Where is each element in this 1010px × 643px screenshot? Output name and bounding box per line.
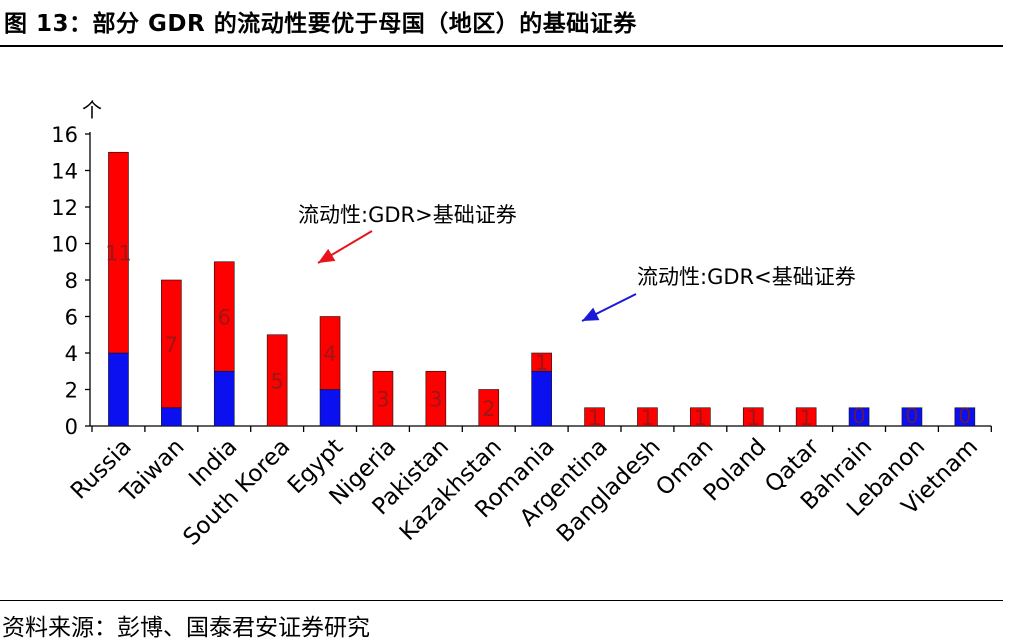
- source-note: 资料来源：彭博、国泰君安证券研究: [2, 615, 370, 641]
- bar-data-label: 1: [588, 406, 601, 430]
- bar-data-label: 1: [799, 406, 812, 430]
- bar-segment-red: [319, 316, 341, 390]
- y-tick-label: 12: [51, 196, 78, 220]
- bar-data-label: 1: [641, 406, 654, 430]
- y-tick-label: 6: [65, 306, 78, 330]
- y-tick-label: 4: [65, 342, 78, 366]
- bar-data-label: 4: [323, 342, 336, 366]
- bottom-divider: [0, 600, 1003, 601]
- bar-segment-blue: [108, 352, 129, 427]
- gdr-liquidity-chart: 0246810121416个11Russia7Taiwan6India5Sout…: [51, 98, 992, 551]
- bar-segment-blue: [213, 370, 235, 427]
- bar-segment-red: [425, 370, 447, 427]
- bar-data-label: 6: [218, 306, 231, 330]
- blue-arrow-head: [582, 307, 600, 321]
- bar-segment-red: [108, 151, 129, 354]
- y-tick-label: 14: [51, 160, 78, 184]
- bar-data-label: 1: [694, 406, 707, 430]
- bar-segment-red: [637, 407, 658, 427]
- bar-segment-red: [584, 407, 605, 427]
- bar-segment-blue: [848, 407, 870, 427]
- y-tick-label: 0: [65, 415, 78, 439]
- bar-data-label: 2: [482, 397, 495, 421]
- bar-segment-blue: [531, 370, 552, 427]
- bar-data-label: 7: [165, 333, 178, 357]
- bar-segment-red: [266, 334, 288, 427]
- bar-segment-blue: [319, 389, 341, 427]
- page-title: 图 13：部分 GDR 的流动性要优于母国（地区）的基础证券: [4, 11, 637, 37]
- y-axis-unit-label: 个: [82, 98, 102, 122]
- bar-segment-red: [213, 261, 235, 372]
- bar-data-label: 0: [958, 404, 971, 428]
- bar-segment-red: [742, 407, 764, 427]
- bar-data-label: 0: [905, 404, 918, 428]
- y-tick-label: 16: [51, 123, 78, 147]
- bar-segment-blue: [954, 407, 976, 427]
- bar-segment-red: [795, 407, 817, 427]
- bar-data-label: 3: [429, 388, 442, 412]
- bar-data-label: 3: [376, 388, 389, 412]
- bar-data-label: 1: [535, 351, 548, 375]
- annotation-gdr-more-liquid: 流动性:GDR>基础证券: [298, 203, 517, 227]
- bar-data-label: 0: [852, 404, 865, 428]
- bar-segment-blue: [901, 407, 923, 427]
- top-divider: [0, 45, 1003, 47]
- bar-data-label: 11: [105, 242, 132, 266]
- bar-segment-red: [531, 352, 552, 372]
- bar-data-label: 1: [747, 406, 760, 430]
- bar-data-label: 5: [270, 369, 283, 393]
- title-bar: 图 13：部分 GDR 的流动性要优于母国（地区）的基础证券: [0, 0, 1010, 47]
- y-tick-label: 10: [51, 233, 78, 257]
- annotation-gdr-less-liquid: 流动性:GDR<基础证券: [637, 265, 856, 289]
- y-tick-label: 2: [65, 379, 78, 403]
- red-arrow-head: [318, 248, 336, 263]
- bar-segment-red: [372, 370, 394, 427]
- y-tick-label: 8: [65, 269, 78, 293]
- bar-segment-blue: [161, 407, 182, 427]
- bar-segment-red: [161, 279, 182, 409]
- bar-segment-red: [478, 389, 500, 427]
- bar-segment-red: [690, 407, 711, 427]
